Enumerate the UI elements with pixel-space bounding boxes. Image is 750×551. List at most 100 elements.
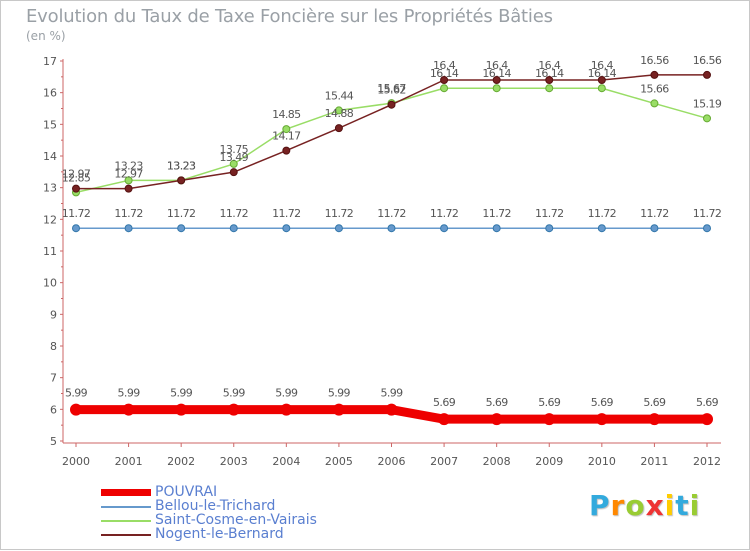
data-point [545, 224, 554, 233]
data-label: 11.72 [693, 207, 722, 220]
data-label: 12.85 [62, 171, 91, 184]
data-point [545, 76, 554, 84]
y-tick-label: 12 [43, 213, 57, 226]
data-label: 11.72 [62, 207, 91, 220]
data-label: 11.72 [535, 207, 564, 220]
legend-label: POUVRAI [155, 484, 218, 500]
logo-letter: i [689, 489, 701, 522]
legend-label: Bellou-le-Trichard [155, 498, 276, 514]
data-label: 15.67 [377, 82, 406, 95]
data-label: 11.72 [482, 207, 511, 220]
data-label: 5.99 [170, 387, 193, 400]
data-point [703, 114, 711, 123]
data-label: 11.72 [114, 207, 143, 220]
data-point [332, 403, 345, 416]
data-point [492, 84, 501, 93]
data-point [597, 76, 606, 84]
data-point [595, 413, 608, 426]
data-point [124, 176, 133, 185]
data-label: 12.97 [114, 168, 143, 181]
data-label: 16.14 [535, 67, 564, 80]
y-tick-label: 14 [43, 150, 57, 163]
data-label: 12.97 [62, 168, 91, 181]
data-point [334, 106, 343, 115]
data-label: 13.23 [167, 159, 196, 172]
data-label: 13.23 [114, 159, 143, 172]
data-point [703, 70, 711, 79]
data-point [492, 76, 501, 84]
logo-letter: r [610, 489, 626, 522]
x-tick-label: 2011 [640, 455, 668, 468]
data-point [280, 403, 293, 416]
data-label: 16.56 [640, 54, 669, 67]
data-label: 14.88 [325, 107, 354, 120]
data-label: 11.72 [588, 207, 617, 220]
logo-letter: P [589, 489, 611, 522]
data-label: 11.72 [167, 207, 196, 220]
data-label: 16.4 [538, 59, 561, 72]
data-label: 5.69 [538, 396, 561, 409]
data-point [387, 224, 396, 233]
x-tick-label: 2003 [220, 455, 248, 468]
legend-swatch [101, 520, 151, 522]
x-tick-label: 2005 [325, 455, 353, 468]
legend-swatch [101, 534, 151, 536]
data-label: 16.14 [588, 67, 617, 80]
data-label: 16.14 [430, 67, 459, 80]
data-point [650, 224, 659, 233]
data-label: 16.4 [433, 59, 456, 72]
legend-item: Bellou-le-Trichard [101, 499, 431, 513]
data-label: 11.72 [220, 207, 249, 220]
data-point [703, 224, 711, 233]
x-tick-label: 2001 [115, 455, 143, 468]
logo-letter: t [675, 489, 690, 522]
data-label: 14.85 [272, 108, 301, 121]
x-tick-label: 2009 [535, 455, 563, 468]
x-tick-label: 2007 [430, 455, 458, 468]
logo-letter: i [664, 489, 676, 522]
data-label: 5.69 [591, 396, 614, 409]
data-point [122, 403, 135, 416]
data-label: 16.4 [486, 59, 509, 72]
legend-swatch [101, 506, 151, 508]
data-label: 15.66 [640, 82, 669, 95]
legend-item: Nogent-le-Bernard [101, 527, 431, 541]
data-point [440, 76, 449, 84]
data-point [387, 100, 396, 109]
series-pouvrai: 5.99 5.99 5.99 5.99 5.99 5.99 5.99 5.69 5.69 5.69… [65, 387, 719, 426]
data-point [70, 403, 82, 416]
data-point [72, 224, 80, 233]
data-label: 11.72 [377, 207, 406, 220]
x-tick-label: 2002 [167, 455, 195, 468]
y-tick-label: 17 [43, 55, 57, 68]
x-tick-label: 2012 [693, 455, 721, 468]
data-point [72, 184, 80, 193]
data-label: 5.99 [380, 387, 403, 400]
data-point [177, 224, 186, 233]
legend-label: Nogent-le-Bernard [155, 526, 284, 542]
data-point [175, 403, 188, 416]
data-point [650, 99, 659, 108]
data-point [177, 176, 186, 185]
data-point [648, 413, 661, 426]
data-label: 11.72 [430, 207, 459, 220]
data-label: 13.49 [220, 151, 249, 164]
data-label: 11.72 [272, 207, 301, 220]
y-tick-label: 9 [50, 308, 57, 321]
y-tick-label: 7 [50, 372, 57, 385]
data-label: 16.4 [591, 59, 614, 72]
data-point [282, 146, 291, 155]
legend-item: Saint-Cosme-en-Vairais [101, 513, 431, 527]
data-point [229, 224, 238, 233]
data-label: 16.56 [693, 54, 722, 67]
y-tick-label: 13 [43, 182, 57, 195]
logo-letter: o [625, 489, 646, 522]
data-label: 15.44 [325, 89, 354, 102]
data-point [597, 84, 606, 93]
data-point [229, 168, 238, 177]
data-label: 5.99 [118, 387, 141, 400]
data-point [701, 413, 713, 426]
data-point [282, 224, 291, 233]
data-point [124, 184, 133, 193]
